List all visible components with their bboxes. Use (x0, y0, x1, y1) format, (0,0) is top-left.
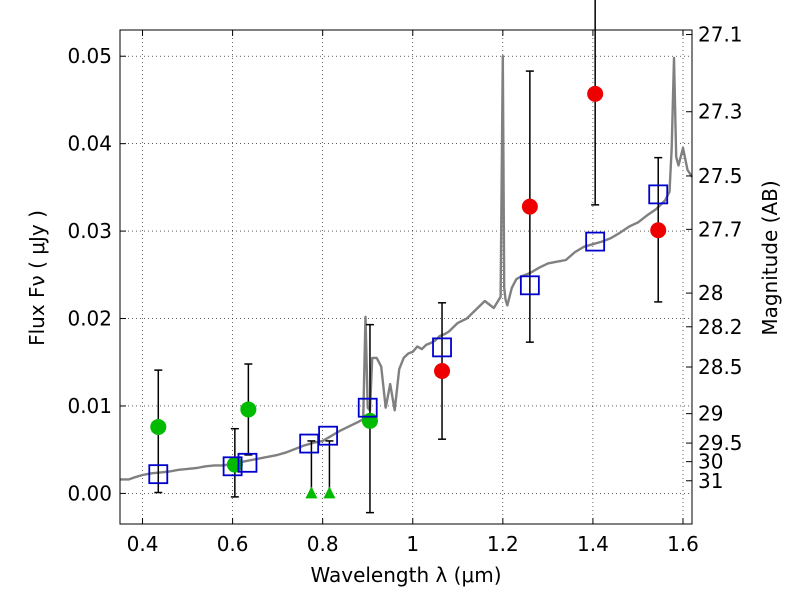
x-tick-label: 0.4 (127, 532, 159, 556)
data-markers (148, 85, 669, 499)
model-spectrum (120, 55, 694, 481)
right-tick-label: 27.3 (698, 100, 743, 124)
red-point (434, 362, 451, 379)
model-photometry-square (357, 397, 378, 418)
right-tick-label: 27.5 (698, 164, 743, 188)
model-photometry-square (648, 184, 669, 205)
upper-limit-point (323, 486, 336, 499)
right-tick-label: 31 (698, 469, 723, 493)
red-point (587, 85, 604, 102)
y-tick-label: 0.00 (67, 481, 112, 505)
model-photometry-square (148, 464, 169, 485)
y-tick-label: 0.05 (67, 44, 112, 68)
x-axis-label: Wavelength λ (μm) (310, 563, 501, 587)
y-tick-label: 0.01 (67, 394, 112, 418)
model-photometry-square (222, 456, 243, 477)
model-photometry-square (237, 452, 258, 473)
right-tick-label: 28.2 (698, 315, 743, 339)
y-tick-label: 0.04 (67, 132, 112, 156)
detection-point (361, 412, 378, 429)
red-point (650, 222, 667, 239)
plot-frame (119, 29, 693, 525)
y-tick-label: 0.03 (67, 219, 112, 243)
right-tick-label: 27.1 (698, 23, 743, 47)
red-point (521, 198, 538, 215)
detection-point (150, 418, 167, 435)
upper-limit-point (305, 486, 318, 499)
detection-point (226, 456, 243, 473)
y-tick-label: 0.02 (67, 307, 112, 331)
model-photometry-square (519, 275, 540, 296)
model-spectrum-line (120, 55, 694, 481)
model-photometry-square (432, 337, 452, 358)
right-tick-label: 29.5 (698, 431, 743, 455)
model-photometry-square (585, 231, 606, 252)
right-tick-label: 29 (698, 402, 723, 426)
right-tick-label: 30 (698, 450, 723, 474)
detection-point (240, 401, 257, 418)
right-tick-label: 28.5 (698, 355, 743, 379)
right-tick-label: 28 (698, 281, 723, 305)
y-axis-label: Flux Fν ( μJy ) (25, 210, 49, 346)
x-tick-label: 0.6 (217, 532, 249, 556)
x-tick-label: 1.6 (667, 532, 699, 556)
x-tick-label: 0.8 (307, 532, 339, 556)
axes: 0.4 0.6 0.8 1 1.2 1.4 1.6 0.00 0.01 0.02 0.03 0.04 0… (67, 23, 742, 556)
model-photometry-square (299, 433, 320, 454)
model-photometry-square (318, 425, 338, 446)
right-axis-label: Magnitude (AB) (758, 180, 782, 335)
right-tick-label: 27.7 (698, 217, 743, 241)
grid (120, 30, 692, 524)
x-tick-label: 1.2 (487, 532, 519, 556)
x-tick-label: 1 (406, 532, 419, 556)
x-tick-label: 1.4 (577, 532, 609, 556)
